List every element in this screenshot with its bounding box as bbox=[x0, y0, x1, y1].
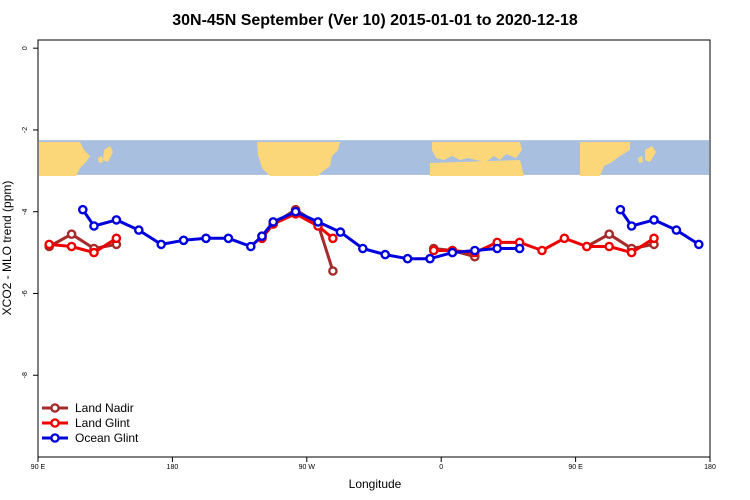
data-point bbox=[626, 221, 637, 231]
data-point bbox=[447, 247, 458, 258]
series-layer bbox=[44, 204, 704, 276]
data-point bbox=[537, 245, 547, 256]
data-point bbox=[492, 243, 503, 254]
data-point bbox=[671, 225, 682, 235]
data-point bbox=[201, 233, 211, 244]
map-land bbox=[580, 142, 630, 176]
x-axis-label: Longitude bbox=[349, 477, 402, 491]
data-point bbox=[156, 239, 166, 250]
data-point bbox=[89, 247, 99, 258]
y-tick-label: 0 bbox=[22, 46, 29, 50]
legend-marker bbox=[50, 403, 60, 413]
data-point bbox=[313, 217, 323, 227]
x-tick-label: 180 bbox=[704, 464, 716, 471]
data-point bbox=[428, 245, 439, 256]
data-point bbox=[604, 241, 615, 252]
data-point bbox=[649, 215, 659, 225]
data-point bbox=[223, 233, 234, 244]
map-land bbox=[430, 160, 524, 176]
map-land bbox=[103, 146, 113, 162]
legend-label: Ocean Glint bbox=[75, 431, 139, 445]
data-point bbox=[335, 227, 346, 237]
data-point bbox=[582, 241, 592, 252]
legend-label: Land Nadir bbox=[75, 401, 134, 415]
data-point bbox=[328, 233, 338, 244]
plot-frame bbox=[37, 39, 711, 458]
y-tick-label: -8 bbox=[22, 372, 29, 378]
data-point bbox=[44, 239, 55, 250]
data-point bbox=[694, 239, 704, 250]
map-land bbox=[98, 156, 103, 163]
data-point bbox=[257, 231, 267, 241]
data-point bbox=[66, 229, 77, 239]
map-land bbox=[645, 146, 656, 162]
data-point bbox=[649, 233, 659, 244]
map-land bbox=[257, 142, 340, 176]
world-map-band bbox=[39, 140, 709, 176]
map-land bbox=[432, 142, 522, 162]
data-point bbox=[380, 249, 391, 260]
data-point bbox=[626, 247, 637, 258]
x-tick-label: 180 bbox=[167, 464, 179, 471]
data-point bbox=[111, 215, 122, 225]
data-point bbox=[78, 204, 88, 215]
legend-marker bbox=[50, 418, 60, 428]
legend-marker bbox=[50, 433, 60, 443]
data-point bbox=[178, 235, 189, 246]
y-axis: 0 -2 -4 -6 -8 bbox=[22, 46, 38, 378]
data-point bbox=[357, 243, 368, 254]
data-point bbox=[268, 217, 279, 227]
y-tick-label: -4 bbox=[22, 208, 29, 214]
chart-title: 30N-45N September (Ver 10) 2015-01-01 to… bbox=[172, 12, 578, 29]
x-tick-label: 90 E bbox=[568, 464, 583, 471]
data-point bbox=[514, 243, 525, 254]
legend-label: Land Glint bbox=[75, 416, 130, 430]
data-point bbox=[559, 233, 570, 244]
data-point bbox=[89, 221, 99, 231]
series-line bbox=[49, 237, 118, 255]
series-line bbox=[81, 208, 520, 261]
map-land bbox=[638, 156, 643, 163]
x-tick-label: 90 W bbox=[299, 464, 316, 471]
y-tick-label: -6 bbox=[22, 290, 29, 296]
data-point bbox=[245, 241, 256, 252]
series-ocean-glint bbox=[78, 204, 704, 264]
x-axis: 90 E 180 90 W 0 90 E 180 bbox=[31, 457, 716, 471]
data-point bbox=[66, 241, 77, 252]
data-point bbox=[328, 266, 338, 276]
y-axis-label: XCO2 - MLO trend (ppm) bbox=[0, 181, 14, 316]
map-land bbox=[39, 142, 90, 176]
data-point bbox=[111, 233, 122, 244]
data-point bbox=[402, 253, 413, 264]
data-point bbox=[425, 253, 435, 264]
data-point bbox=[615, 204, 626, 215]
data-point bbox=[469, 245, 480, 256]
data-point bbox=[290, 206, 301, 217]
y-tick-label: -2 bbox=[22, 127, 29, 133]
data-point bbox=[133, 225, 144, 235]
x-tick-label: 0 bbox=[439, 464, 443, 471]
x-tick-label: 90 E bbox=[31, 464, 46, 471]
data-point bbox=[604, 229, 615, 239]
